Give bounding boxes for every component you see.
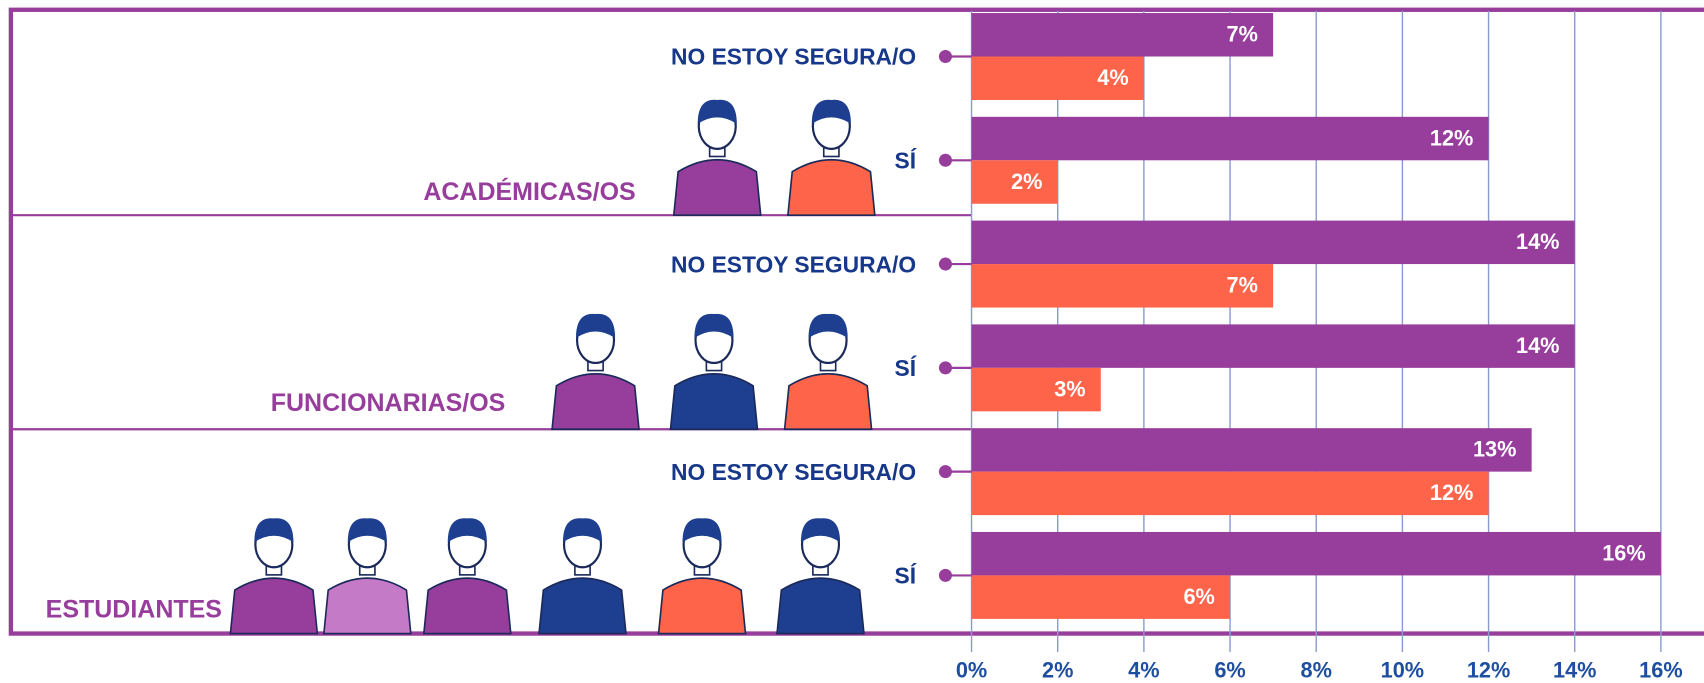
value-label: 6% <box>1183 584 1214 609</box>
chart: 0% 2% 4% 6% 8% 10% 12% 14% 16% 7% 4% NO ESTOY SEGUR… <box>0 0 1704 683</box>
value-label: 16% <box>1602 541 1645 566</box>
x-tick-label: 2% <box>1042 657 1073 682</box>
value-label: 7% <box>1227 22 1258 47</box>
x-tick-label: 10% <box>1381 657 1424 682</box>
x-tick-label: 16% <box>1639 657 1682 682</box>
category-dot <box>939 569 952 582</box>
value-label: 12% <box>1430 480 1473 505</box>
bar <box>972 324 1575 367</box>
category-label: SÍ <box>895 147 917 173</box>
x-tick-label: 8% <box>1301 657 1332 682</box>
group-label: ESTUDIANTES <box>46 595 222 623</box>
x-tick-label: 0% <box>956 657 987 682</box>
bar <box>972 532 1661 575</box>
person-body <box>552 374 639 429</box>
x-tick-label: 14% <box>1553 657 1596 682</box>
value-label: 13% <box>1473 437 1516 462</box>
category-dot <box>939 50 952 63</box>
category-label: NO ESTOY SEGURA/O <box>671 251 916 277</box>
value-label: 7% <box>1227 273 1258 298</box>
x-tick-label: 6% <box>1214 657 1245 682</box>
person-body <box>324 578 411 633</box>
category-dot <box>939 465 952 478</box>
person-body <box>785 374 872 429</box>
category-label: SÍ <box>895 355 917 381</box>
person-body <box>777 578 864 633</box>
group-label: ACADÉMICAS/OS <box>423 177 635 206</box>
person-body <box>788 160 875 215</box>
x-tick-label: 4% <box>1128 657 1159 682</box>
bar <box>972 428 1532 471</box>
value-label: 3% <box>1054 376 1085 401</box>
person-body <box>674 160 761 215</box>
group-label: FUNCIONARIAS/OS <box>271 389 506 417</box>
value-label: 4% <box>1097 65 1128 90</box>
person-body <box>659 578 746 633</box>
bar <box>972 221 1575 264</box>
person-body <box>539 578 626 633</box>
x-tick-label: 12% <box>1467 657 1510 682</box>
category-dot <box>939 361 952 374</box>
bar <box>972 117 1489 160</box>
category-label: NO ESTOY SEGURA/O <box>671 459 916 485</box>
page: 0% 2% 4% 6% 8% 10% 12% 14% 16% 7% 4% NO ESTOY SEGUR… <box>0 0 1704 683</box>
category-label: NO ESTOY SEGURA/O <box>671 44 916 70</box>
bar <box>972 472 1489 515</box>
category-dot <box>939 258 952 271</box>
person-body <box>230 578 317 633</box>
value-label: 2% <box>1011 169 1042 194</box>
person-body <box>671 374 758 429</box>
value-label: 14% <box>1516 229 1559 254</box>
category-dot <box>939 154 952 167</box>
value-label: 14% <box>1516 333 1559 358</box>
category-label: SÍ <box>895 563 917 589</box>
person-body <box>424 578 511 633</box>
value-label: 12% <box>1430 125 1473 150</box>
